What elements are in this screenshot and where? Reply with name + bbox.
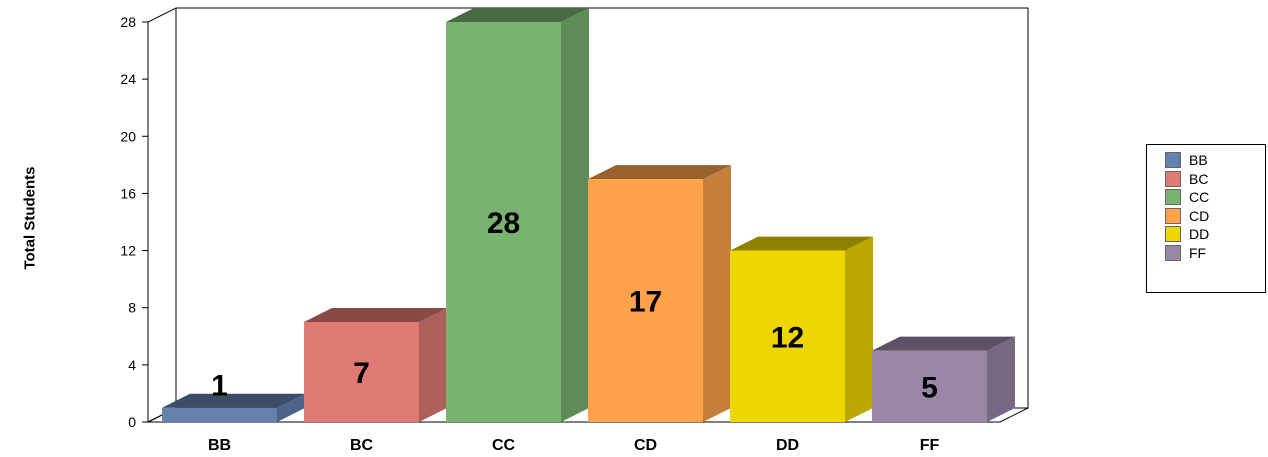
legend-label: CC [1189, 189, 1210, 206]
bar-side [987, 336, 1015, 422]
bar-front [304, 322, 419, 422]
bar-cc: 28 [446, 8, 589, 422]
legend-label: BB [1189, 152, 1208, 169]
bar-top [304, 308, 447, 322]
legend-item-bb: BB [1165, 151, 1265, 170]
y-tick-label: 24 [120, 71, 136, 87]
data-label: 1 [211, 370, 228, 403]
legend-label: CD [1189, 207, 1210, 224]
bar-side [845, 236, 873, 422]
x-axis-ticks: BB BC CC CD DD FF [208, 437, 940, 454]
bar-dd: 12 [730, 236, 873, 422]
legend-swatch [1165, 207, 1181, 224]
legend-item-cd: CD [1165, 207, 1265, 226]
legend-label: FF [1189, 244, 1207, 261]
bar-side [419, 308, 447, 422]
bar-side [277, 393, 305, 422]
bar-cd: 17 [588, 165, 731, 422]
data-label: 12 [771, 321, 804, 354]
data-label: 5 [921, 371, 938, 404]
legend-item-bc: BC [1165, 170, 1265, 189]
y-tick-label: 28 [120, 14, 136, 30]
bar-front [730, 250, 845, 422]
bar-top [588, 165, 731, 180]
side-wall [147, 7, 177, 423]
bar-top [162, 393, 305, 408]
legend-swatch [1165, 226, 1181, 243]
y-tick-label: 16 [120, 185, 136, 201]
bar-top [872, 336, 1015, 351]
legend-item-dd: DD [1165, 225, 1265, 244]
y-tick-label: 12 [120, 243, 136, 259]
bar-top [730, 236, 873, 251]
bar-bb: 1 [162, 370, 305, 422]
y-tick-label: 4 [128, 357, 136, 373]
legend-label: DD [1189, 226, 1210, 243]
bar-side [703, 165, 731, 422]
x-tick-label: FF [920, 437, 940, 454]
x-tick-label: BB [208, 437, 231, 454]
data-label: 17 [629, 286, 662, 319]
bar-front [872, 350, 987, 422]
x-tick-label: BC [350, 437, 374, 454]
bar-bc: 7 [304, 308, 447, 422]
legend-swatch [1165, 152, 1181, 169]
bar-front [162, 407, 277, 422]
bar-ff: 5 [872, 336, 1015, 422]
bar-front [588, 179, 703, 422]
bar-side [561, 8, 589, 422]
x-tick-label: DD [776, 437, 799, 454]
legend-swatch [1165, 170, 1181, 187]
legend: BB BC CC CD DD FF [1146, 144, 1266, 293]
legend-swatch [1165, 189, 1181, 206]
legend-item-ff: FF [1165, 244, 1265, 263]
legend-label: BC [1189, 170, 1209, 187]
x-tick-label: CC [492, 437, 516, 454]
y-axis-label: Total Students [21, 166, 39, 270]
data-label: 7 [353, 357, 370, 390]
y-tick-label: 20 [120, 128, 136, 144]
x-tick-label: CD [634, 437, 657, 454]
data-label: 28 [487, 207, 520, 240]
legend-item-cc: CC [1165, 188, 1265, 207]
bar-front [446, 22, 561, 422]
legend-swatch [1165, 244, 1181, 261]
y-axis-ticks: 0 4 8 12 16 20 24 28 [120, 14, 148, 430]
y-tick-label: 8 [128, 300, 136, 316]
bar-top [446, 8, 589, 22]
y-tick-label: 0 [128, 414, 136, 430]
